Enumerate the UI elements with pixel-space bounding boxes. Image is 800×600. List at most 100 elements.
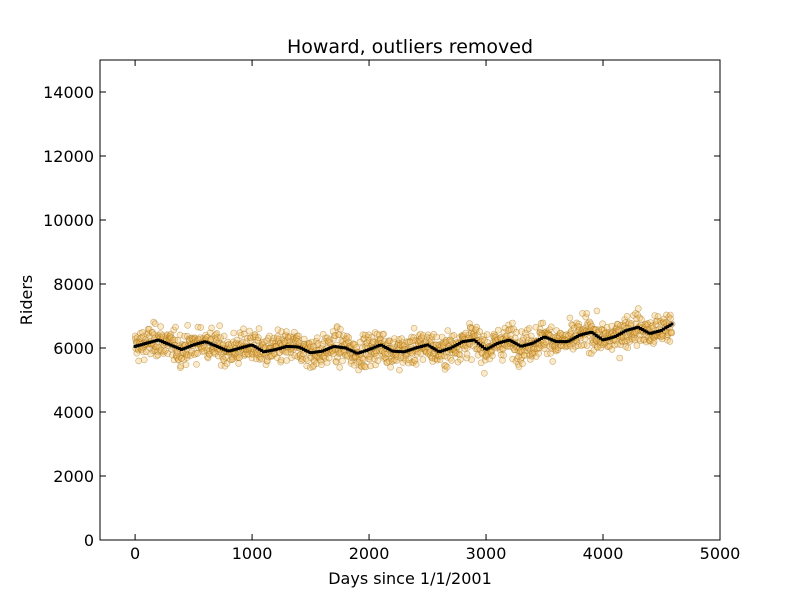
plot-frame: [99, 59, 721, 541]
trend-point: [596, 335, 600, 339]
data-point: [411, 356, 419, 364]
trend-point: [653, 330, 657, 334]
trend-point: [497, 341, 501, 345]
trend-point: [255, 346, 259, 350]
trend-point: [348, 348, 352, 352]
data-point: [660, 315, 668, 323]
trend-point: [135, 344, 139, 348]
data-point: [581, 335, 589, 343]
y-tick-label: 2000: [53, 467, 94, 486]
data-point: [500, 351, 507, 359]
trend-point: [546, 336, 550, 340]
trend-point: [415, 346, 419, 350]
trend-point: [516, 343, 520, 347]
trend-point: [554, 340, 558, 344]
trend-point: [306, 349, 310, 353]
trend-point: [198, 341, 202, 345]
data-point: [246, 327, 253, 335]
y-axis: 0 2000 4000 6000 8000 10000 12000 14000: [43, 83, 720, 550]
trend-point: [175, 346, 179, 350]
trend-point: [245, 344, 249, 348]
trend-point: [639, 327, 642, 330]
trend-point: [310, 351, 314, 355]
trend-point: [407, 348, 411, 352]
trend-point: [504, 339, 508, 343]
trend-point: [537, 338, 541, 342]
trend-point: [449, 346, 453, 350]
trend-point: [611, 335, 615, 339]
trend-point: [243, 345, 247, 349]
data-point: [336, 364, 344, 371]
trend-point: [219, 346, 223, 350]
data-point: [480, 369, 488, 377]
trend-point: [304, 348, 308, 352]
trend-point: [413, 346, 417, 350]
data-point: [194, 350, 201, 357]
trend-point: [289, 345, 293, 349]
trend-point: [613, 335, 617, 338]
trend-point: [276, 347, 280, 351]
data-point: [277, 358, 285, 366]
data-point: [220, 332, 228, 340]
trend-point: [432, 347, 436, 351]
trend-point: [514, 342, 518, 346]
data-point: [393, 353, 401, 360]
trend-point: [167, 342, 171, 346]
data-point: [277, 356, 285, 364]
data-point: [135, 357, 142, 365]
y-tick-label: 4000: [53, 403, 94, 422]
trend-point: [232, 348, 236, 352]
trend-point: [434, 348, 438, 352]
trend-point: [548, 337, 552, 341]
trend-point: [542, 335, 546, 339]
data-point: [464, 344, 471, 351]
data-point: [235, 360, 242, 367]
data-point: [254, 334, 262, 341]
data-point: [539, 319, 547, 327]
data-point: [583, 310, 591, 317]
trend-point: [361, 350, 364, 354]
data-point: [172, 323, 179, 331]
data-point: [455, 350, 463, 358]
y-tick-label: 0: [84, 531, 94, 550]
data-point: [623, 312, 631, 320]
trend-point: [354, 351, 358, 355]
trend-point: [396, 350, 400, 353]
data-point: [419, 356, 427, 363]
trend-point: [270, 348, 274, 352]
data-point: [404, 338, 412, 346]
trend-point: [268, 349, 272, 353]
data-point: [521, 329, 529, 337]
trend-point: [453, 344, 457, 348]
trend-point: [464, 339, 468, 343]
trend-point: [369, 347, 373, 351]
trend-point: [171, 344, 175, 348]
trend-point: [506, 338, 510, 342]
data-point: [527, 332, 535, 340]
trend-point: [670, 322, 674, 326]
trend-point: [478, 343, 482, 347]
trend-point: [575, 335, 579, 338]
trend-point: [487, 346, 491, 350]
trend-point: [184, 346, 188, 350]
trend-point: [327, 347, 331, 350]
trend-point: [460, 340, 463, 344]
data-point: [255, 325, 263, 332]
trend-point: [158, 339, 162, 343]
trend-point: [426, 343, 430, 347]
data-point: [616, 354, 624, 362]
trend-point: [502, 340, 506, 344]
trend-point: [493, 343, 497, 347]
y-tick-label: 10000: [43, 211, 94, 230]
trend-point: [443, 348, 447, 352]
trend-point: [558, 340, 562, 344]
data-point: [443, 363, 451, 371]
trend-point: [422, 344, 426, 348]
trend-point: [457, 341, 461, 345]
trend-point: [314, 350, 318, 354]
data-point: [319, 330, 327, 338]
trend-point: [634, 326, 638, 330]
data-point: [624, 344, 632, 352]
data-point: [140, 356, 148, 364]
